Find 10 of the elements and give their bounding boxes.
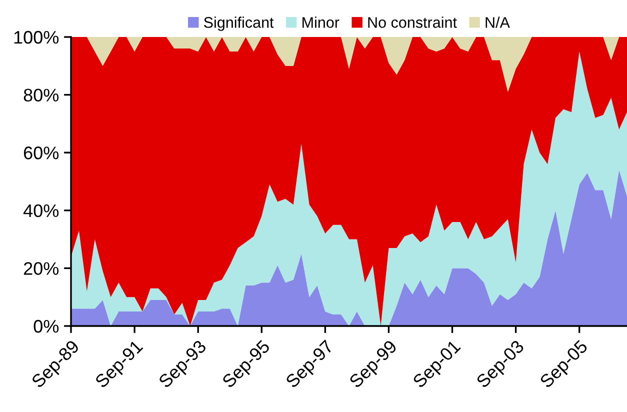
y-tick-label: 80% bbox=[24, 88, 59, 102]
y-tick-label: 20% bbox=[24, 262, 59, 275]
y-tick-label: 60% bbox=[24, 146, 59, 160]
legend-label: No constraint bbox=[368, 16, 457, 28]
y-tick-label: 0% bbox=[34, 320, 59, 333]
y-tick-label: 40% bbox=[23, 204, 59, 218]
legend-label: Significant bbox=[204, 16, 274, 31]
legend-label: N/A bbox=[486, 16, 510, 28]
y-tick-label: 100% bbox=[14, 30, 59, 44]
legend-label: Minor bbox=[302, 16, 340, 28]
